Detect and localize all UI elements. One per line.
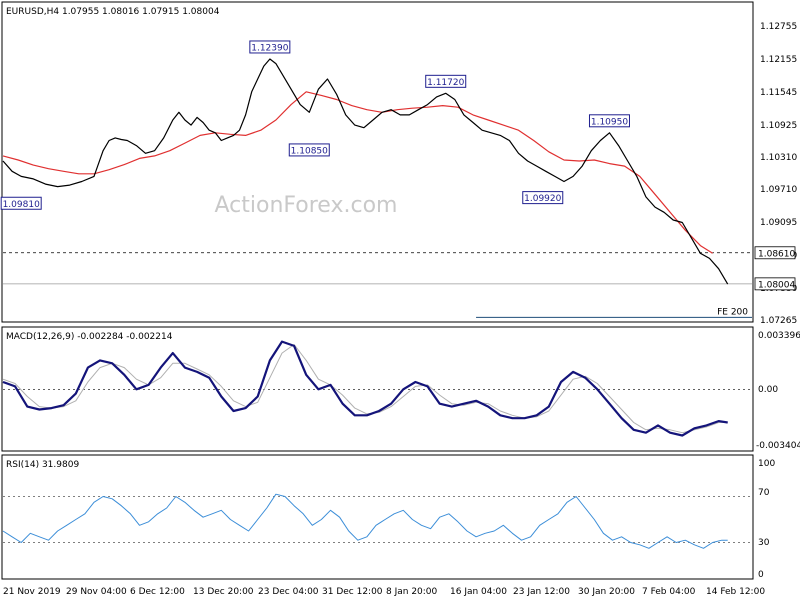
x-axis-date-label: 29 Nov 04:00 bbox=[66, 587, 127, 597]
price-y-tick-label: 1.09710 bbox=[760, 185, 797, 195]
swing-label-box bbox=[588, 114, 630, 128]
swing-label: 1.11720 bbox=[427, 78, 464, 88]
x-axis-date-label: 6 Dec 12:00 bbox=[130, 587, 185, 597]
price-y-tick-label: 1.12155 bbox=[760, 55, 797, 65]
chart-marks-layer: FE 200 1.08610 1.08004 1.09810 1.12390 1.1085… bbox=[0, 40, 796, 549]
swing-label-box bbox=[0, 196, 42, 210]
rsi-y-tick-label: 100 bbox=[758, 459, 775, 469]
rsi-line bbox=[2, 493, 728, 549]
price-y-tick-label: 1.07265 bbox=[760, 316, 797, 326]
macd-panel-title: MACD(12,26,9) -0.002284 -0.002214 bbox=[6, 332, 173, 342]
price-panel-frame bbox=[1, 1, 754, 323]
watermark-text: ActionForex.com bbox=[215, 193, 398, 218]
x-axis-date-label: 21 Nov 2019 bbox=[3, 587, 61, 597]
x-axis-date-label: 8 Jan 20:00 bbox=[386, 587, 438, 597]
x-axis-date-label: 16 Jan 04:00 bbox=[450, 587, 507, 597]
swing-label: 1.09810 bbox=[3, 200, 40, 210]
swing-label: 1.12390 bbox=[251, 43, 288, 53]
x-axis-date-label: 23 Jan 12:00 bbox=[513, 587, 570, 597]
price-y-tick-label: 1.10925 bbox=[760, 121, 797, 131]
x-axis-date-label: 30 Jan 20:00 bbox=[578, 587, 635, 597]
x-axis-date-label: 14 Feb 12:00 bbox=[706, 587, 765, 597]
fe200-label: FE 200 bbox=[717, 307, 748, 317]
moving-average-line bbox=[2, 91, 713, 254]
swing-label: 1.09920 bbox=[524, 194, 561, 204]
current-price-tag: 1.08004 bbox=[758, 280, 795, 290]
level-price-tag-box bbox=[754, 246, 796, 260]
price-line bbox=[2, 58, 729, 285]
swing-label: 1.10850 bbox=[291, 146, 328, 156]
swing-label-box bbox=[288, 143, 330, 157]
macd-panel-frame bbox=[1, 326, 754, 452]
swing-label-box bbox=[522, 191, 564, 205]
price-y-tick-label: 1.12755 bbox=[760, 22, 797, 32]
macd-y-tick-label: 0.003396 bbox=[758, 331, 800, 341]
price-y-tick-label: 1.11545 bbox=[760, 88, 797, 98]
price-panel-title: EURUSD,H4 1.07955 1.08016 1.07915 1.0800… bbox=[6, 7, 220, 17]
macd-signal-line bbox=[2, 344, 728, 434]
swing-label-box bbox=[249, 40, 291, 54]
rsi-panel-frame bbox=[1, 454, 754, 580]
x-axis-date-label: 31 Dec 12:00 bbox=[322, 587, 383, 597]
macd-y-tick-label: 0.00 bbox=[758, 385, 778, 395]
current-price-tag-box bbox=[754, 277, 796, 291]
swing-label-box bbox=[425, 74, 467, 88]
swing-label: 1.10950 bbox=[591, 117, 628, 127]
x-axis-date-label: 7 Feb 04:00 bbox=[642, 587, 696, 597]
level-price-tag: 1.08610 bbox=[758, 249, 795, 259]
x-axis-date-label: 23 Dec 04:00 bbox=[258, 587, 319, 597]
price-y-tick-label: 1.10310 bbox=[760, 153, 797, 163]
macd-y-tick-label: -0.003404 bbox=[756, 441, 800, 451]
rsi-panel-title: RSI(14) 31.9809 bbox=[6, 460, 79, 470]
rsi-y-tick-label: 30 bbox=[758, 538, 770, 548]
x-axis-date-label: 13 Dec 20:00 bbox=[193, 587, 254, 597]
rsi-y-tick-label: 70 bbox=[758, 488, 770, 498]
macd-line bbox=[2, 340, 728, 437]
price-y-tick-label: 1.09095 bbox=[760, 218, 797, 228]
rsi-y-tick-label: 0 bbox=[758, 570, 764, 580]
